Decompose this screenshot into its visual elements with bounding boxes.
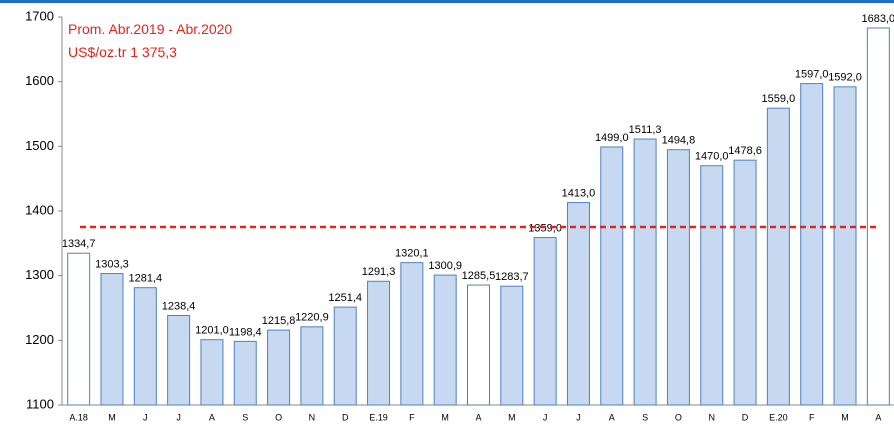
data-label: 1215,8 xyxy=(262,315,296,327)
bar xyxy=(633,138,657,406)
data-label: 1291,3 xyxy=(362,266,396,278)
data-label: 1283,7 xyxy=(495,271,529,283)
bar xyxy=(566,202,590,406)
data-label: 1494,8 xyxy=(662,135,696,147)
data-label: 1220,9 xyxy=(295,312,329,324)
bar xyxy=(533,237,557,406)
annotation: Prom. Abr.2019 - Abr.2020 xyxy=(68,21,232,37)
x-tick-label: J xyxy=(576,412,581,422)
bar xyxy=(267,329,291,406)
x-tick-label: J xyxy=(543,412,548,422)
y-tick-label: 1200 xyxy=(25,332,54,347)
x-tick-label: O xyxy=(275,412,282,422)
x-tick-label: J xyxy=(143,412,148,422)
y-tick-label: 1500 xyxy=(25,138,54,153)
data-label: 1592,0 xyxy=(828,72,862,84)
bar xyxy=(866,27,890,406)
x-tick-label: J xyxy=(176,412,181,422)
bar xyxy=(300,326,324,406)
y-tick-label: 1100 xyxy=(26,396,54,411)
x-tick-label: S xyxy=(242,412,248,422)
data-label: 1470,0 xyxy=(695,151,729,163)
bar xyxy=(367,280,391,406)
x-tick-label: F xyxy=(809,412,815,422)
data-label: 1201,0 xyxy=(195,325,229,337)
x-tick-label: M xyxy=(108,412,116,422)
bar xyxy=(400,262,424,406)
data-label: 1303,3 xyxy=(95,258,129,270)
bar xyxy=(600,146,624,406)
bar xyxy=(167,315,191,406)
x-tick-label: N xyxy=(309,412,316,422)
bar xyxy=(733,159,757,406)
bar xyxy=(467,284,490,406)
x-tick-label: M xyxy=(508,412,516,422)
x-tick-label: D xyxy=(742,412,749,422)
data-label: 1478,6 xyxy=(728,145,762,157)
x-tick-label: O xyxy=(675,412,682,422)
bar xyxy=(67,252,91,406)
data-label: 1413,0 xyxy=(562,187,596,199)
data-label: 1511,3 xyxy=(629,124,662,136)
x-tick-label: D xyxy=(342,412,349,422)
x-tick-label: F xyxy=(409,412,415,422)
x-tick-label: A xyxy=(875,412,881,422)
bar xyxy=(700,165,724,406)
data-label: 1499,0 xyxy=(595,132,629,144)
data-label: 1359,0 xyxy=(528,222,562,234)
data-label: 1559,0 xyxy=(762,93,796,105)
y-tick-label: 1300 xyxy=(25,267,54,282)
x-tick-label: E.20 xyxy=(769,412,788,422)
data-label: 1683,0 xyxy=(862,13,894,25)
x-tick-label: N xyxy=(708,412,715,422)
x-tick-label: E.19 xyxy=(369,412,388,422)
x-tick-label: A xyxy=(609,412,615,422)
bar xyxy=(200,339,224,406)
y-tick-label: 1600 xyxy=(25,73,54,88)
data-label: 1320,1 xyxy=(395,248,429,260)
y-tick-label: 1400 xyxy=(25,202,54,217)
data-label: 1238,4 xyxy=(162,300,196,312)
bar xyxy=(333,306,357,406)
data-label: 1281,4 xyxy=(128,273,162,285)
bar xyxy=(233,340,257,406)
data-label: 1334,7 xyxy=(62,238,96,250)
y-tick-label: 1700 xyxy=(25,8,54,23)
data-label: 1597,0 xyxy=(795,69,829,81)
bar xyxy=(100,273,124,406)
bar xyxy=(500,285,524,406)
data-label: 1285,5 xyxy=(462,270,496,282)
x-tick-label: M xyxy=(841,412,849,422)
bar xyxy=(800,83,824,406)
bar xyxy=(133,287,157,406)
bar xyxy=(833,86,857,406)
top-strip xyxy=(0,0,894,3)
x-tick-label: A xyxy=(209,412,215,422)
annotation: US$/oz.tr 1 375,3 xyxy=(68,44,177,60)
x-tick-label: A xyxy=(475,412,481,422)
data-label: 1300,9 xyxy=(428,260,462,272)
data-label: 1198,4 xyxy=(229,326,262,338)
bar xyxy=(766,107,790,406)
bar xyxy=(433,274,457,406)
x-tick-label: M xyxy=(441,412,449,422)
x-tick-label: S xyxy=(642,412,648,422)
x-tick-label: A.18 xyxy=(69,412,88,422)
data-label: 1251,4 xyxy=(328,292,362,304)
bar xyxy=(666,149,690,406)
